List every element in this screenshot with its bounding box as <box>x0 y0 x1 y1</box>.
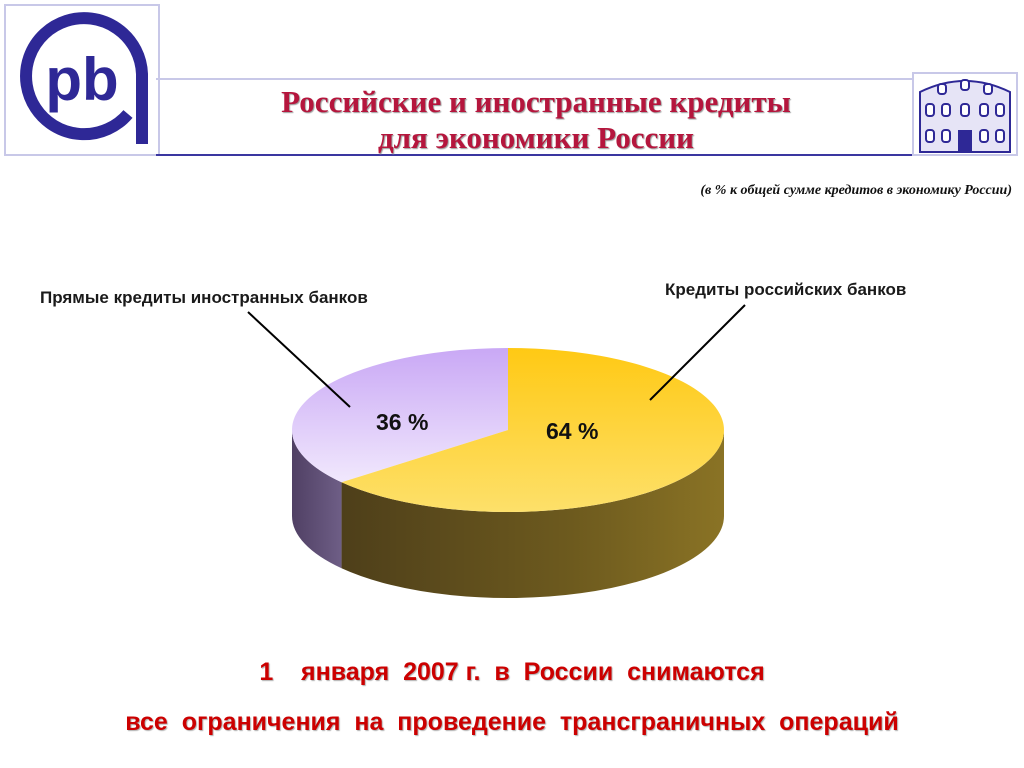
leader-line-foreign <box>247 311 351 408</box>
title-line-1: Российские и иностранные кредиты <box>281 84 791 119</box>
pie-slice <box>341 348 724 512</box>
data-label-foreign: 36 % <box>376 409 429 435</box>
slice-label-russian: Кредиты российских банков <box>665 280 907 299</box>
pie-slice <box>291 348 508 483</box>
data-label-russian: 64 % <box>546 418 599 444</box>
header-rule-bottom <box>156 154 916 156</box>
title-line-2: для экономики России <box>377 120 695 155</box>
header-rule-top <box>156 78 916 80</box>
page-title: Российские и иностранные кредиты для эко… <box>160 84 912 156</box>
chart-subtitle: (в % к общей сумме кредитов в экономику … <box>700 183 1012 198</box>
logo-text: pb <box>45 46 118 113</box>
building-logo-icon <box>912 72 1018 156</box>
logo-ring-icon <box>20 12 148 144</box>
footer-line-2: все ограничения на проведение трансграни… <box>125 708 899 736</box>
leader-line-russian <box>649 304 746 401</box>
pie-slice-side <box>292 430 342 569</box>
pb-logo: pb <box>4 4 160 156</box>
slice-label-foreign: Прямые кредиты иностранных банков <box>40 288 368 307</box>
footer-line-1: 1 января 2007 г. в России снимаются <box>259 658 765 686</box>
pie-slice-side <box>341 430 724 599</box>
